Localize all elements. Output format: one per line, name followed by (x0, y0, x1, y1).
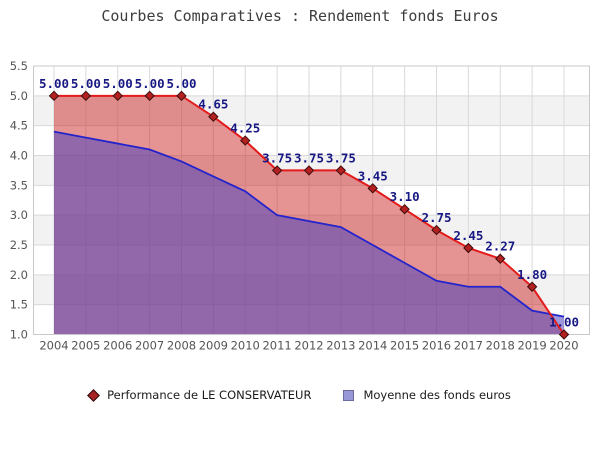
x-axis-tick-label: 2007 (135, 339, 164, 353)
legend: Performance de LE CONSERVATEUR Moyenne d… (0, 388, 600, 402)
data-point-marker[interactable] (112, 90, 123, 102)
data-point-label: 3.75 (262, 150, 292, 165)
data-point-marker[interactable] (240, 135, 251, 146)
plot-band (33, 66, 590, 96)
x-axis-tick-label: 2008 (167, 339, 196, 353)
legend-item-moyenne: Moyenne des fonds euros (343, 388, 511, 402)
x-axis-tick-label: 2015 (390, 339, 419, 353)
data-point-marker[interactable] (335, 165, 347, 176)
data-point-marker[interactable] (176, 90, 187, 102)
data-point-marker[interactable] (48, 90, 60, 102)
y-axis-tick-label: 1.5 (10, 298, 28, 312)
y-axis-tick-label: 5.0 (10, 89, 28, 103)
x-axis-tick-label: 2004 (39, 339, 68, 353)
legend-label-performance: Performance de LE CONSERVATEUR (107, 388, 312, 402)
data-point-label: 3.45 (358, 168, 388, 183)
data-point-label: 5.00 (103, 76, 133, 91)
data-point-marker[interactable] (495, 253, 506, 264)
data-point-label: 1.80 (517, 267, 547, 282)
diamond-marker-icon (87, 388, 101, 402)
data-point-label: 5.00 (166, 76, 196, 91)
y-axis-tick-label: 5.5 (10, 59, 28, 73)
series-area-moyenne (54, 131, 564, 335)
data-point-marker[interactable] (144, 90, 155, 102)
x-axis-tick-label: 2016 (422, 339, 451, 353)
series-line-moyenne (53, 130, 565, 318)
data-point-label: 2.75 (421, 210, 451, 225)
y-axis-tick-label: 4.5 (10, 119, 28, 133)
data-point-marker[interactable] (271, 165, 283, 176)
data-point-label: 3.10 (390, 189, 420, 204)
data-point-marker[interactable] (558, 329, 570, 340)
data-point-label: 4.25 (230, 121, 260, 136)
data-point-label: 1.00 (549, 315, 579, 330)
data-point-label: 2.45 (453, 228, 483, 243)
data-point-marker[interactable] (367, 183, 378, 194)
chart-title: Courbes Comparatives : Rendement fonds E… (101, 7, 499, 25)
data-point-label: 2.27 (485, 239, 515, 254)
y-axis-tick-label: 3.0 (10, 208, 28, 222)
data-point-label: 3.75 (326, 150, 356, 165)
data-point-marker[interactable] (526, 281, 538, 292)
data-point-label: 5.00 (39, 76, 69, 91)
legend-label-moyenne: Moyenne des fonds euros (363, 388, 511, 402)
x-axis-tick-label: 2010 (231, 339, 260, 353)
x-axis-tick-label: 2020 (549, 339, 578, 353)
x-axis-tick-label: 2005 (71, 339, 100, 353)
x-axis-tick-label: 2013 (326, 339, 355, 353)
y-axis-tick-label: 2.0 (10, 268, 28, 282)
legend-item-performance: Performance de LE CONSERVATEUR (87, 388, 312, 402)
square-marker-icon (343, 389, 355, 401)
x-axis-tick-label: 2014 (358, 339, 387, 353)
y-axis-tick-label: 1.0 (10, 328, 28, 342)
y-axis-tick-label: 2.5 (10, 238, 28, 252)
x-axis-tick-label: 2011 (262, 339, 291, 353)
x-axis-tick-label: 2019 (517, 339, 546, 353)
plot-band (33, 95, 590, 126)
x-axis-tick-label: 2017 (454, 339, 483, 353)
data-point-marker[interactable] (208, 111, 219, 122)
data-point-marker[interactable] (399, 203, 410, 215)
data-point-marker[interactable] (463, 242, 474, 254)
data-point-marker[interactable] (431, 224, 442, 236)
data-point-marker[interactable] (303, 165, 315, 176)
y-axis-tick-label: 4.0 (10, 149, 28, 163)
x-axis-tick-label: 2009 (199, 339, 228, 353)
data-point-label: 4.65 (198, 97, 228, 112)
data-point-label: 3.75 (294, 150, 324, 165)
x-axis-tick-label: 2006 (103, 339, 132, 353)
x-axis-tick-label: 2012 (294, 339, 323, 353)
plot-border (33, 65, 590, 335)
chart-canvas: 5.00 5.00 5.00 5.00 5.004.654.253.75 3.75 3.75… (10, 59, 590, 353)
x-axis-tick-label: 2018 (486, 339, 515, 353)
data-point-label: 5.00 (71, 76, 101, 91)
data-point-marker[interactable] (80, 90, 92, 102)
y-axis-tick-label: 3.5 (10, 178, 28, 192)
data-point-label: 5.00 (135, 76, 165, 91)
